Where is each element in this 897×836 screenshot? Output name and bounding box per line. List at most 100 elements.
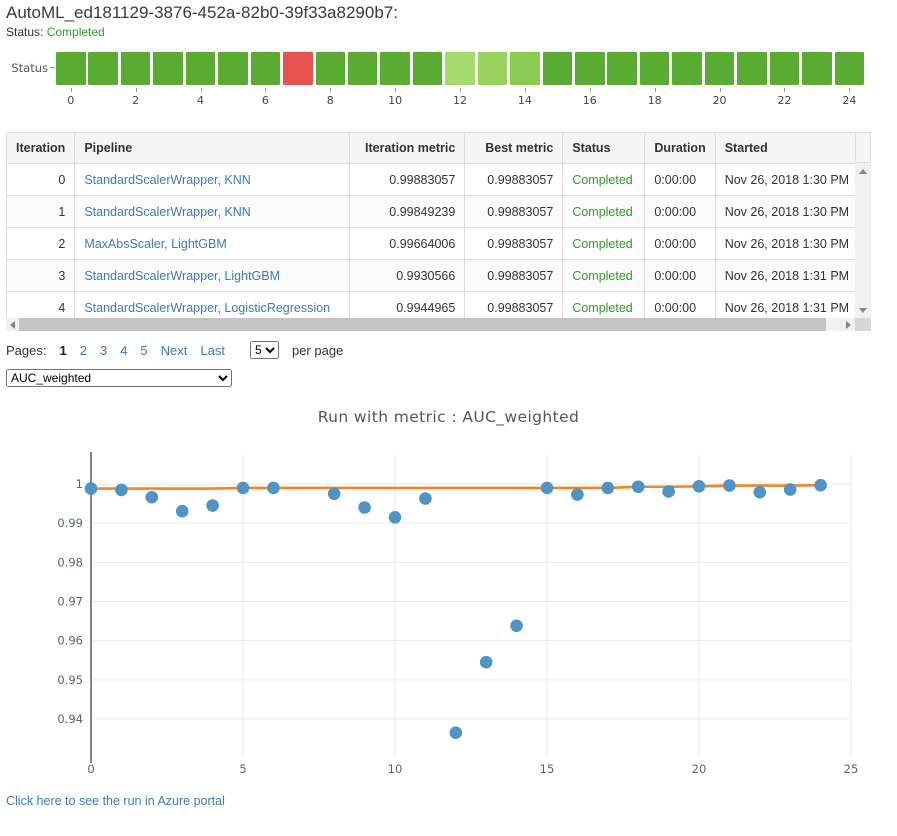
y-tick-label: 0.97	[57, 595, 83, 609]
iterations-table: Iteration Pipeline Iteration metric Best me…	[5, 132, 861, 324]
status-bar-axis-tick	[50, 67, 55, 68]
arrow-down-icon	[859, 307, 867, 313]
iteration-cell: 3	[5, 259, 76, 292]
horizontal-scrollbar-thumb[interactable]	[19, 318, 826, 331]
x-tick-label: 5	[239, 762, 246, 776]
iteration-status-cell-1	[88, 52, 118, 85]
x-tick-label: 20	[692, 762, 707, 776]
status-cell: Completed	[562, 163, 646, 196]
current-page: 1	[59, 342, 67, 358]
table-row: 0 StandardScalerWrapper, KNN 0.99883057 0.9…	[5, 163, 861, 196]
iteration-status-cell-16	[575, 52, 605, 85]
scatter-point	[145, 490, 159, 504]
status-bar-chart	[56, 52, 867, 85]
scroll-left-button[interactable]	[6, 318, 19, 331]
azure-portal-link[interactable]: Click here to see the run in Azure porta…	[6, 794, 225, 808]
scatter-point	[84, 482, 98, 495]
status-bar-tick	[70, 88, 72, 92]
scatter-point	[631, 480, 645, 494]
pipeline-link[interactable]: StandardScalerWrapper, LightGBM	[84, 268, 281, 283]
y-tick-label: 0.96	[57, 634, 83, 648]
status-bar-tick	[654, 88, 656, 92]
status-bar-tick	[330, 88, 332, 92]
iteration-status-cell-4	[185, 52, 216, 85]
page-link-5[interactable]: 5	[140, 342, 148, 358]
iteration-status-cell-15	[542, 52, 573, 85]
page-link-2[interactable]: 2	[79, 342, 87, 358]
duration-cell: 0:00:00	[644, 259, 716, 292]
best-metric-cell: 0.99883057	[464, 163, 564, 196]
page-link-3[interactable]: 3	[99, 342, 108, 358]
scatter-point	[814, 478, 827, 492]
page-link-4[interactable]: 4	[120, 342, 128, 358]
pages-label: Pages:	[6, 342, 47, 358]
iteration-status-cell-19	[672, 52, 702, 85]
pipeline-cell: StandardScalerWrapper, KNN	[74, 163, 351, 196]
iteration-status-cell-21	[737, 52, 767, 85]
arrow-left-icon	[10, 320, 15, 329]
y-tick-label: 0.98	[57, 555, 83, 569]
status-value: Completed	[46, 25, 105, 39]
status-bar-tick-label: 14	[517, 94, 532, 107]
status-bar-tick	[395, 88, 397, 92]
status-cell: Completed	[562, 259, 646, 292]
column-header-iteration: Iteration	[5, 132, 76, 164]
pipeline-link[interactable]: StandardScalerWrapper, KNN	[84, 204, 251, 219]
scatter-point	[783, 483, 797, 496]
run-status-line: Status: Completed	[6, 25, 105, 39]
iteration-status-cell-20	[704, 52, 735, 85]
column-header-pipeline: Pipeline	[74, 132, 351, 164]
status-label: Status:	[6, 25, 44, 39]
table-vertical-scrollbar[interactable]	[855, 163, 871, 318]
iteration-status-cell-7	[283, 52, 313, 85]
pipeline-cell: MaxAbsScaler, LightGBM	[74, 227, 351, 260]
status-bar-tick	[719, 88, 721, 92]
x-tick-label: 25	[844, 762, 859, 776]
x-tick-label: 0	[87, 762, 94, 776]
status-bar-tick	[265, 88, 267, 92]
scroll-up-button[interactable]	[855, 163, 871, 179]
iteration-cell: 0	[5, 163, 76, 196]
iteration-cell: 2	[5, 227, 76, 260]
table-row: 3 StandardScalerWrapper, LightGBM 0.993056…	[5, 259, 861, 292]
table-horizontal-scrollbar[interactable]	[6, 318, 855, 331]
scroll-down-button[interactable]	[855, 302, 871, 318]
chart-title: Run with metric : AUC_weighted	[317, 408, 580, 426]
iteration-cell: 1	[5, 195, 76, 228]
status-bar-tick-label: 22	[777, 94, 792, 107]
iteration-status-cell-6	[250, 52, 281, 85]
pipeline-link[interactable]: StandardScalerWrapper, LogisticRegressio…	[84, 300, 331, 315]
pipeline-link[interactable]: MaxAbsScaler, LightGBM	[84, 236, 227, 251]
metric-select[interactable]: AUC_weighted	[6, 369, 232, 387]
iteration-status-cell-14	[510, 52, 540, 85]
pipeline-link[interactable]: StandardScalerWrapper, KNN	[84, 172, 251, 187]
best-metric-line	[91, 483, 821, 490]
scatter-point	[419, 492, 432, 505]
table-header-scrollbar-cap	[855, 132, 871, 163]
iteration-status-cell-9	[347, 52, 378, 85]
status-bar-tick-label: 0	[67, 94, 75, 107]
status-bar-x-axis: 0 2 4 6 8 10 12 14 16 18 20 22 24	[56, 88, 867, 110]
best-metric-cell: 0.99883057	[464, 259, 564, 292]
status-bar-tick-label: 24	[842, 94, 857, 107]
iteration-status-cell-0	[56, 52, 86, 85]
arrow-right-icon	[846, 320, 851, 329]
duration-cell: 0:00:00	[644, 195, 716, 228]
page-size-select[interactable]: 5	[249, 341, 279, 359]
scatter-point	[175, 504, 189, 518]
per-page-label: per page	[291, 342, 344, 358]
status-bar-tick-label: 10	[388, 94, 403, 107]
next-page-link[interactable]: Next	[160, 342, 188, 358]
iteration-status-cell-2	[120, 52, 151, 85]
scroll-right-button[interactable]	[842, 318, 855, 331]
scatter-point	[206, 499, 219, 512]
best-metric-cell: 0.99883057	[464, 227, 564, 260]
duration-cell: 0:00:00	[644, 163, 716, 196]
column-header-status: Status	[562, 132, 646, 164]
last-page-link[interactable]: Last	[200, 342, 225, 358]
status-bar-tick-label: 4	[197, 94, 205, 107]
scatter-point	[601, 481, 615, 495]
y-tick-label: 0.95	[57, 673, 83, 687]
column-header-started: Started	[714, 132, 861, 164]
